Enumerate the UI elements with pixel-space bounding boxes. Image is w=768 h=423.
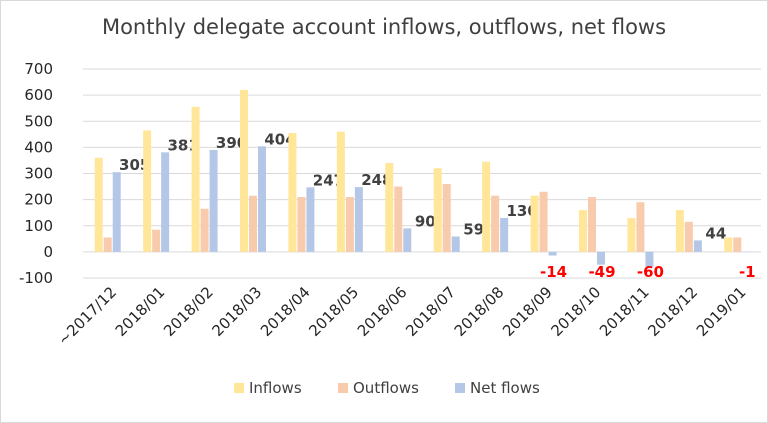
bar-outflows: [636, 202, 645, 252]
data-label: -1: [739, 263, 756, 281]
bar-net-flows: [500, 217, 509, 252]
bar-net-flows: [354, 187, 363, 252]
data-label: -60: [637, 263, 664, 281]
bar-net-flows: [209, 149, 218, 252]
legend-label: Net flows: [470, 379, 540, 397]
bar-net-flows: [597, 251, 605, 265]
y-tick-label: 400: [24, 138, 53, 156]
data-label: 247: [313, 171, 344, 189]
y-tick-label: 500: [24, 112, 53, 130]
bar-inflows: [675, 210, 684, 252]
x-tick-label: 2018/10: [548, 283, 605, 340]
bar-outflows: [491, 195, 500, 252]
x-tick-label: 2018/06: [354, 283, 411, 340]
legend-item: Outflows: [338, 379, 419, 397]
x-tick-label: 2018/04: [257, 283, 314, 340]
bar-net-flows: [693, 240, 702, 252]
bar-net-flows: [258, 146, 266, 252]
x-tick-label: 2019/01: [693, 283, 750, 340]
legend-label: Inflows: [249, 379, 302, 397]
x-tick-label: 2018/02: [160, 283, 217, 340]
y-tick-label: 200: [24, 191, 53, 209]
bar-net-flows: [403, 228, 412, 252]
bar-net-flows: [112, 172, 121, 252]
bar-inflows: [94, 157, 103, 252]
x-tick-label: 2018/12: [644, 283, 701, 340]
bar-outflows: [442, 183, 451, 252]
x-tick-label: 2018/03: [209, 283, 266, 340]
data-label: 130: [506, 202, 537, 220]
bar-outflows: [394, 186, 403, 252]
bar-net-flows: [161, 152, 170, 252]
bar-inflows: [336, 131, 345, 252]
bar-inflows: [724, 237, 733, 252]
x-tick-label: 2018/09: [499, 283, 556, 340]
bar-outflows: [249, 195, 257, 252]
bar-inflows: [240, 89, 248, 252]
data-label: 390: [216, 134, 247, 152]
y-tick-label: 0: [43, 243, 53, 261]
bar-outflows: [103, 237, 112, 252]
bar-outflows: [684, 221, 693, 252]
x-tick-label: ~2017/12: [54, 283, 120, 349]
bar-outflows: [733, 237, 742, 252]
y-tick-label: -100: [19, 269, 53, 287]
bar-net-flows: [645, 251, 654, 268]
bar-outflows: [152, 229, 161, 252]
data-label: 404: [264, 130, 295, 148]
data-label: 305: [119, 156, 150, 174]
bar-outflows: [588, 197, 596, 252]
legend-swatch: [338, 383, 348, 393]
legend-item: Inflows: [234, 379, 302, 397]
bar-outflows: [200, 208, 209, 252]
data-label: -14: [540, 263, 567, 281]
bar-outflows: [345, 197, 354, 252]
data-label: -49: [588, 263, 615, 281]
bar-inflows: [288, 133, 297, 252]
legend-swatch: [234, 383, 244, 393]
bar-inflows: [385, 163, 394, 252]
bar-inflows: [143, 130, 152, 252]
bar-inflows: [627, 217, 636, 252]
y-tick-label: 600: [24, 86, 53, 104]
x-tick-label: 2018/11: [596, 283, 653, 340]
bar-net-flows: [451, 236, 460, 252]
bar-outflows: [539, 191, 548, 252]
chart-title: Monthly delegate account inflows, outflo…: [101, 15, 667, 39]
y-tick-label: 700: [24, 60, 53, 78]
bar-inflows: [191, 106, 200, 252]
bar-net-flows: [306, 187, 315, 252]
data-label: 59: [463, 220, 484, 238]
bar-inflows: [482, 161, 491, 252]
data-label: 44: [705, 224, 726, 242]
bar-inflows: [433, 168, 442, 252]
data-label: 248: [361, 171, 392, 189]
legend-item: Net flows: [455, 379, 540, 397]
legend-swatch: [455, 383, 465, 393]
bar-inflows: [579, 210, 587, 252]
data-label: 90: [415, 212, 436, 230]
bar-inflows: [530, 195, 539, 252]
legend-label: Outflows: [353, 379, 419, 397]
x-tick-label: 2018/08: [451, 283, 508, 340]
bar-outflows: [297, 197, 306, 252]
bar-net-flows: [548, 251, 557, 256]
x-tick-label: 2018/05: [305, 283, 362, 340]
x-tick-label: 2018/07: [402, 283, 459, 340]
y-tick-label: 100: [24, 217, 53, 235]
y-tick-label: 300: [24, 165, 53, 183]
data-label: 381: [167, 136, 198, 154]
x-tick-label: 2018/01: [112, 283, 169, 340]
